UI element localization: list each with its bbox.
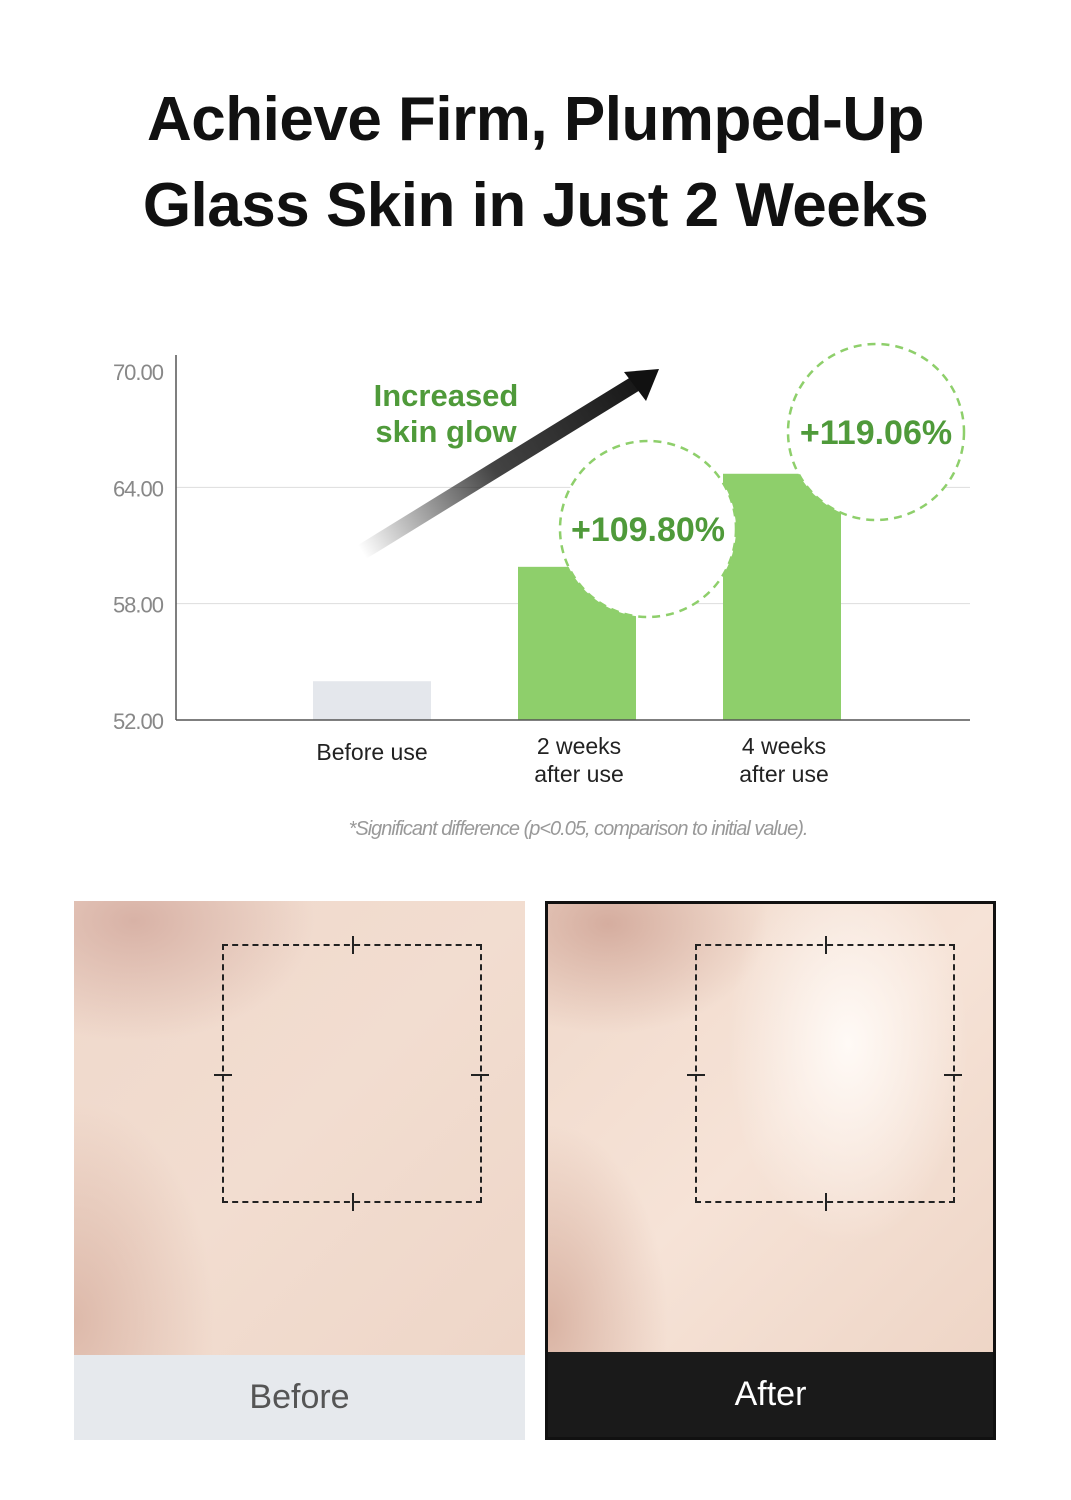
trend-arrow-icon	[357, 369, 659, 559]
bar-1	[313, 681, 431, 720]
y-tick-label: 58.00	[113, 593, 164, 618]
annotation-circle	[786, 342, 966, 522]
annotation-label: +109.80%	[571, 511, 725, 549]
arrow-label-line-2: skin glow	[375, 414, 517, 449]
y-tick-label: 70.00	[113, 360, 164, 385]
x-tick-label: after use	[534, 761, 624, 787]
before-label: Before	[74, 1355, 525, 1440]
after-label: After	[548, 1352, 993, 1437]
after-skin-image	[548, 904, 993, 1358]
zoom-area-frame	[695, 944, 955, 1203]
x-tick-label: Before use	[316, 739, 427, 765]
page-title-line-2: Glass Skin in Just 2 Weeks	[142, 171, 929, 240]
x-tick-label: 4 weeks	[742, 733, 826, 759]
zoom-area-frame	[222, 944, 482, 1203]
bar-3	[723, 473, 841, 720]
before-photo: Before	[74, 901, 525, 1440]
x-tick-label: 2 weeks	[537, 733, 621, 759]
y-tick-label: 52.00	[113, 709, 164, 734]
bar-chart: 52.00 58.00 64.00 70.00 Increased skin glow…	[113, 342, 970, 787]
x-tick-label: after use	[739, 761, 829, 787]
annotation-circle	[558, 439, 738, 619]
annotation-label: +119.06%	[800, 414, 952, 452]
y-tick-label: 64.00	[113, 476, 164, 501]
after-photo: After	[545, 901, 996, 1440]
before-skin-image	[74, 901, 525, 1355]
arrow-label-line-1: Increased	[374, 378, 519, 413]
page-title-line-1: Achieve Firm, Plumped-Up	[147, 85, 924, 154]
footnote: *Significant difference (p<0.05, compari…	[348, 818, 809, 840]
